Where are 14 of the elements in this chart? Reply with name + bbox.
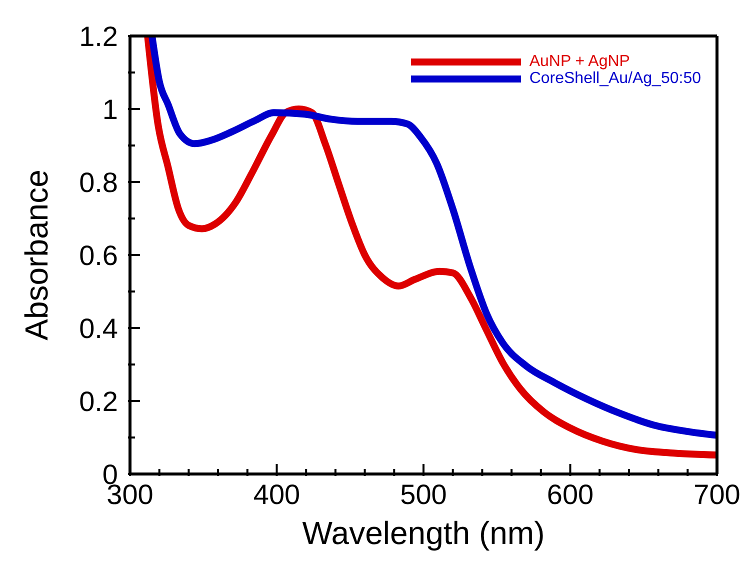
y-axis-title: Absorbance (18, 170, 54, 340)
text: AuNP + AgNP (529, 53, 630, 70)
text: CoreShell_Au/Ag_50:50 (529, 70, 701, 87)
y-tick-label: 0.8 (79, 167, 118, 198)
y-tick-label: 1.2 (79, 21, 118, 52)
x-tick-label: 500 (400, 479, 447, 510)
x-tick-label: 700 (694, 479, 740, 510)
x-axis-title: Wavelength (nm) (302, 515, 545, 551)
y-tick-label: 1 (102, 94, 118, 125)
x-tick-label: 400 (253, 479, 300, 510)
y-tick-label: 0.6 (79, 240, 118, 271)
y-tick-label: 0.2 (79, 386, 118, 417)
x-tick-label: 600 (546, 479, 594, 510)
y-tick-label: 0.4 (79, 313, 118, 344)
